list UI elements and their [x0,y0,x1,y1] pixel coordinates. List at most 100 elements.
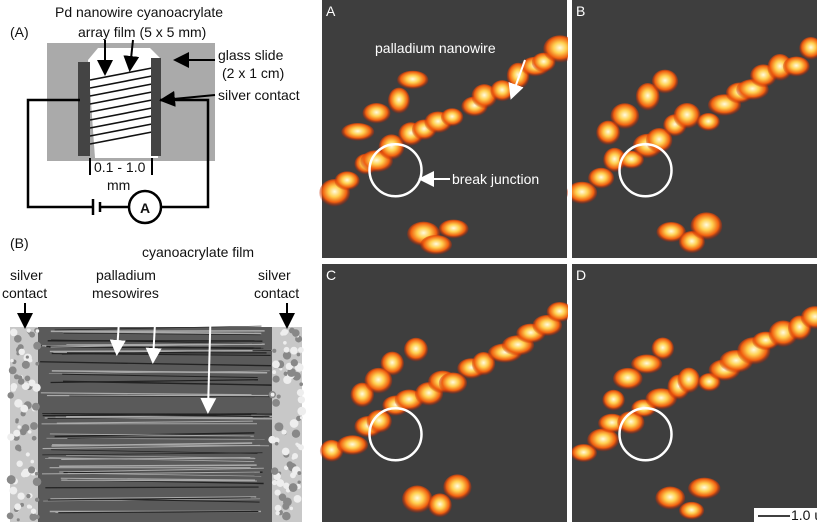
grain [275,511,279,515]
grain [33,342,41,350]
grain [36,329,40,333]
contact-label: contact [2,285,47,301]
grain [292,430,300,438]
grain [272,370,276,374]
grain [299,382,303,386]
grain [10,329,17,336]
particle [697,113,720,131]
particle [335,171,360,190]
grain [300,416,303,419]
glass-slide-label: glass slide [218,47,284,63]
particle [404,338,428,362]
grain [277,394,281,398]
grain [271,467,278,474]
grain [32,403,40,411]
grain [275,490,281,496]
contact-label: contact [254,285,299,301]
grain [28,430,32,434]
grain [17,425,20,428]
grain [283,341,287,345]
grain [14,374,19,379]
grain [294,495,302,503]
grain [29,380,36,387]
grain [14,335,22,343]
grain [297,471,301,475]
grain [287,461,294,468]
mesowire-label: mesowires [92,285,159,301]
grain [22,361,30,369]
grain [25,376,31,382]
grain [7,475,16,484]
particle [439,220,469,239]
particle [337,435,368,455]
grain [13,430,20,437]
grain [18,349,24,355]
afm-panel: ABCDpalladium nanowirebreak junction1.0 … [319,0,817,522]
particle [673,103,700,129]
grain [292,453,298,459]
scale-bar-label: 1.0 u [791,507,817,522]
grain [21,405,27,411]
particle [679,502,704,520]
junction-label: break junction [452,171,539,187]
grain [11,383,18,390]
grain [35,498,39,502]
grain [271,393,275,397]
particle [690,212,722,240]
grain [32,436,37,441]
grain [290,507,294,511]
grain [15,445,21,451]
grain [298,396,305,403]
grain [297,389,304,396]
contact-label: silver [10,267,43,283]
frame-label: B [576,3,585,19]
particle [651,337,674,360]
particle [613,368,643,390]
particle [443,474,471,500]
grain [18,378,25,385]
panel-a: Pd nanowire cyanoacrylate (A) array film… [10,4,300,223]
title-line: array film (5 x 5 mm) [78,24,206,40]
grain [7,513,14,520]
grain [275,505,282,512]
particle [402,486,433,514]
panel-label: (B) [10,235,29,251]
grain [7,392,13,398]
gap-label: 0.1 - 1.0 [94,159,146,175]
grain [17,518,20,521]
particle [677,368,700,394]
grain [31,509,36,514]
grain [282,512,290,520]
grain [282,430,287,435]
grain [297,353,301,357]
ammeter-label: A [140,200,150,216]
grain [297,407,306,416]
contact [78,62,90,156]
particle [441,108,463,126]
grain [289,483,298,492]
grain [35,472,39,476]
film-label: cyanoacrylate film [142,244,254,260]
grain [9,366,17,374]
grain [10,359,14,363]
grain [292,329,300,337]
particle [652,70,678,94]
grain [272,480,277,485]
grain [14,503,21,510]
grain [273,376,280,383]
grain [291,359,298,366]
grain [297,480,300,483]
figure: Pd nanowire cyanoacrylate (A) array film… [0,0,817,522]
contact [151,58,161,156]
nanowire-label: palladium nanowire [375,40,496,56]
frame-label: A [326,3,336,19]
grain [284,347,290,353]
grain [290,347,298,355]
particle [397,71,428,90]
glass-slide-label: (2 x 1 cm) [222,65,284,81]
particle [388,88,410,114]
frame-label: C [326,267,336,283]
mesowire-label: palladium [96,267,156,283]
grain [29,505,32,508]
grain [17,492,24,499]
